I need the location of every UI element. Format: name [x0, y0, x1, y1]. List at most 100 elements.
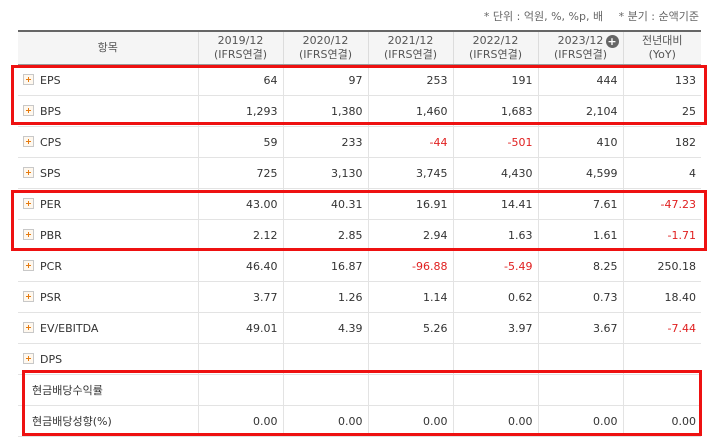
value-cell: -96.88 [367, 250, 453, 282]
value-cell: -44 [367, 126, 453, 158]
expand-plus-icon[interactable] [23, 104, 34, 116]
value-cell [197, 343, 283, 375]
row-label: PER [40, 197, 62, 211]
value-cell: 1,460 [367, 95, 453, 127]
expand-plus-icon[interactable] [23, 197, 34, 209]
row-label-cell[interactable]: DPS [18, 343, 198, 375]
row-label: PCR [40, 259, 62, 273]
row-label-cell[interactable]: BPS [18, 95, 198, 127]
value-cell [367, 374, 453, 406]
expand-plus-icon[interactable] [23, 228, 34, 240]
row-label-cell[interactable]: PSR [18, 281, 198, 313]
header-col-2021: 2021/12 (IFRS연결) [367, 30, 453, 65]
row-label-cell[interactable]: PBR [18, 219, 198, 251]
expand-plus-icon[interactable] [23, 321, 34, 333]
value-cell: 3,130 [282, 157, 368, 189]
plus-circle-icon[interactable]: + [605, 35, 619, 48]
value-cell: 410 [537, 126, 623, 158]
value-cell: 49.01 [197, 312, 283, 344]
value-cell: 4,599 [537, 157, 623, 189]
row-label-cell[interactable]: SPS [18, 157, 198, 189]
value-cell: -47.23 [622, 188, 701, 220]
header-col-yoy: 전년대비 (YoY) [622, 30, 701, 65]
table-row: CPS 59 233 -44 -501 410 182 [18, 126, 701, 158]
row-label: EV/EBITDA [40, 321, 99, 335]
value-cell: 0.00 [537, 405, 623, 437]
value-cell: 0.00 [452, 405, 538, 437]
value-cell: 1,683 [452, 95, 538, 127]
value-cell: 4 [622, 157, 701, 189]
table-row: PSR 3.77 1.26 1.14 0.62 0.73 18.40 [18, 281, 701, 313]
value-cell: 725 [197, 157, 283, 189]
row-label: CPS [40, 135, 62, 149]
value-cell: 2,104 [537, 95, 623, 127]
value-cell [367, 343, 453, 375]
value-cell [452, 343, 538, 375]
value-cell: 16.87 [282, 250, 368, 282]
row-label-cell[interactable]: PER [18, 188, 198, 220]
row-label: SPS [40, 166, 61, 180]
value-cell: 1.63 [452, 219, 538, 251]
unit-note: * 단위 : 억원, %, %p, 배 [483, 10, 604, 23]
value-cell: 4.39 [282, 312, 368, 344]
value-cell: 1.14 [367, 281, 453, 313]
row-label-cell[interactable]: CPS [18, 126, 198, 158]
value-cell: 18.40 [622, 281, 701, 313]
value-cell: 1.61 [537, 219, 623, 251]
value-cell: 4,430 [452, 157, 538, 189]
value-cell: 191 [452, 64, 538, 96]
table-row: DPS [18, 343, 701, 375]
row-label: BPS [40, 104, 62, 118]
expand-plus-icon[interactable] [23, 73, 34, 85]
header-item: 항목 [18, 30, 198, 65]
header-basis: (IFRS연결) [213, 48, 268, 61]
value-cell: 46.40 [197, 250, 283, 282]
row-label-cell: 현금배당성향(%) [18, 405, 198, 437]
value-cell: 64 [197, 64, 283, 96]
value-cell: 16.91 [367, 188, 453, 220]
row-label: 현금배당성향(%) [32, 415, 112, 428]
value-cell [452, 374, 538, 406]
value-cell: 3.77 [197, 281, 283, 313]
value-cell: 3,745 [367, 157, 453, 189]
header-col-2019: 2019/12 (IFRS연결) [197, 30, 283, 65]
table-row: PER 43.00 40.31 16.91 14.41 7.61 -47.23 [18, 188, 701, 220]
expand-plus-icon[interactable] [23, 352, 34, 364]
header-basis: (IFRS연결) [468, 48, 523, 61]
value-cell: 0.62 [452, 281, 538, 313]
period-note: * 분기 : 순액기준 [618, 10, 699, 23]
row-label: 현금배당수익률 [32, 384, 103, 397]
value-cell: 40.31 [282, 188, 368, 220]
table-row: BPS 1,293 1,380 1,460 1,683 2,104 25 [18, 95, 701, 127]
value-cell: 97 [282, 64, 368, 96]
header-year: 2020/12 [302, 34, 349, 47]
row-label: EPS [40, 73, 61, 87]
header-col-2023: + 2023/12 (IFRS연결) [537, 30, 623, 65]
value-cell: 2.12 [197, 219, 283, 251]
value-cell: 3.97 [452, 312, 538, 344]
value-cell: 182 [622, 126, 701, 158]
value-cell [197, 374, 283, 406]
table-row: 현금배당성향(%) 0.00 0.00 0.00 0.00 0.00 0.00 [18, 405, 701, 437]
expand-plus-icon[interactable] [23, 290, 34, 302]
expand-plus-icon[interactable] [23, 135, 34, 147]
value-cell [282, 343, 368, 375]
value-cell [622, 374, 701, 406]
row-label-cell[interactable]: EV/EBITDA [18, 312, 198, 344]
expand-plus-icon[interactable] [23, 166, 34, 178]
expand-plus-icon[interactable] [23, 259, 34, 271]
unit-notes: * 단위 : 억원, %, %p, 배 * 분기 : 순액기준 [472, 8, 699, 24]
value-cell: 133 [622, 64, 701, 96]
value-cell: 7.61 [537, 188, 623, 220]
table-header-row: 항목 2019/12 (IFRS연결) 2020/12 (IFRS연결) 202… [18, 30, 701, 65]
value-cell: 0.00 [282, 405, 368, 437]
header-basis: (IFRS연결) [298, 48, 353, 61]
value-cell: 5.26 [367, 312, 453, 344]
row-label-cell[interactable]: PCR [18, 250, 198, 282]
header-year: 2022/12 [472, 34, 519, 47]
header-col-2020: 2020/12 (IFRS연결) [282, 30, 368, 65]
header-col-2022: 2022/12 (IFRS연결) [452, 30, 538, 65]
value-cell: 253 [367, 64, 453, 96]
row-label-cell[interactable]: EPS [18, 64, 198, 96]
value-cell: -1.71 [622, 219, 701, 251]
